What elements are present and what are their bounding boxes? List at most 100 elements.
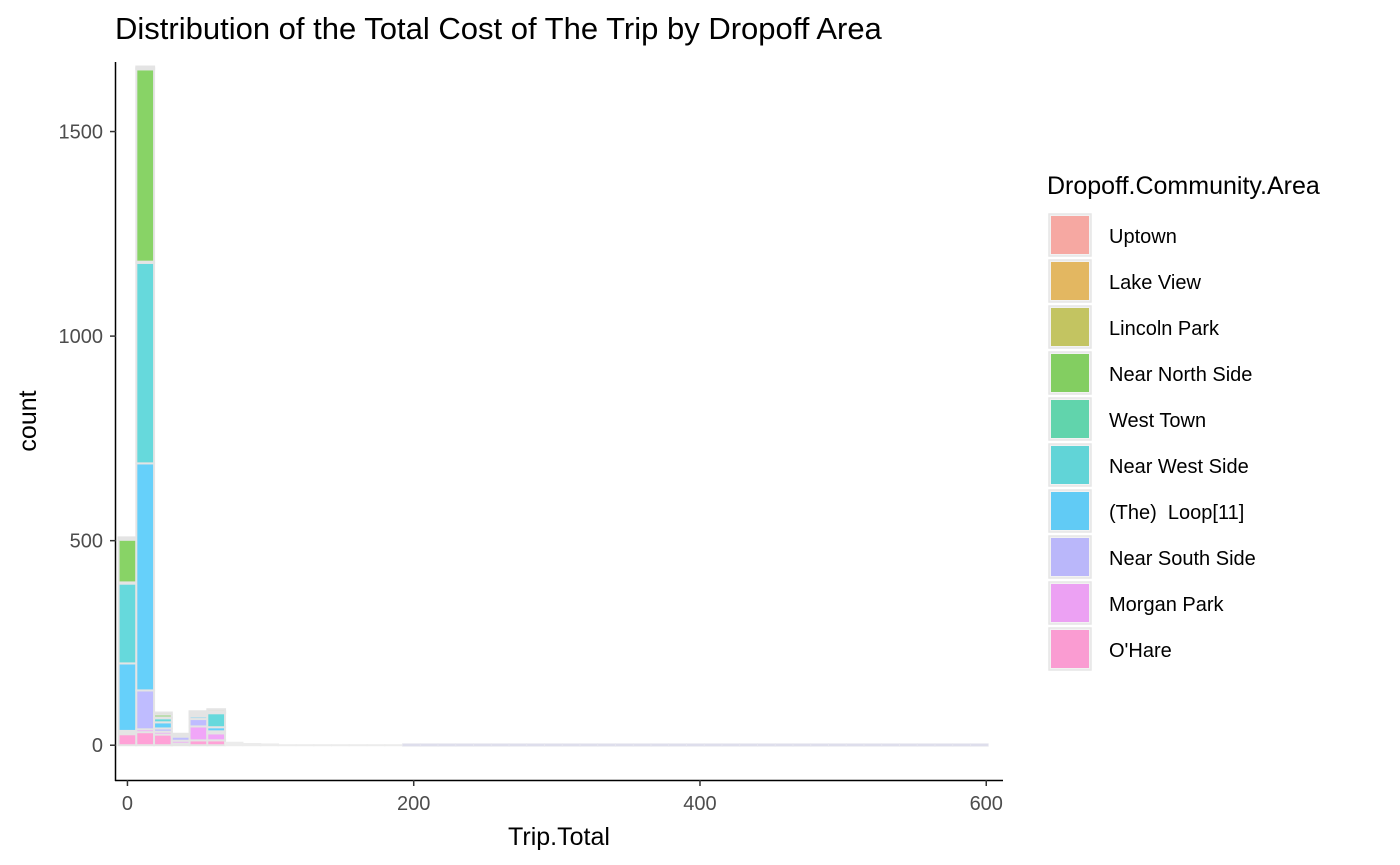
legend-label: Lincoln Park <box>1109 318 1220 340</box>
histogram-bar-segment <box>508 743 528 747</box>
x-tick-label: 600 <box>970 793 1003 815</box>
x-axis-ticks: 0 200 400 600 <box>122 780 1003 815</box>
y-tick-label: 1500 <box>59 122 104 144</box>
legend-label: Uptown <box>1109 226 1177 248</box>
histogram-bar-segment <box>437 743 457 747</box>
histogram-bar-segment <box>224 741 244 744</box>
histogram-bar-segment <box>117 536 138 540</box>
histogram-bar-segment <box>597 743 616 747</box>
y-tick-label: 1000 <box>59 326 104 348</box>
histogram-bar-segment <box>703 743 723 747</box>
x-tick-label: 0 <box>122 793 133 815</box>
histogram-bar-segment <box>881 743 900 747</box>
histogram-bar-segment <box>419 743 439 747</box>
legend-color-swatch <box>1051 308 1089 346</box>
legend-color-swatch <box>1051 446 1089 484</box>
bars-layer <box>117 65 989 747</box>
legend-label: (The) Loop[11] <box>1109 502 1244 524</box>
histogram-bar-segment <box>686 743 705 747</box>
histogram-bar-segment <box>135 689 156 731</box>
histogram-bar-segment <box>934 743 954 747</box>
y-tick-label: 0 <box>92 735 103 757</box>
histogram-bar-segment <box>170 732 191 736</box>
x-axis-title: Trip.Total <box>508 823 610 851</box>
histogram-bar-segment <box>828 743 847 747</box>
histogram-bar-segment <box>650 743 670 747</box>
histogram-bar-segment <box>313 744 333 747</box>
y-axis-ticks: 0 500 1000 1500 <box>59 122 116 757</box>
legend-color-swatch <box>1051 492 1089 530</box>
histogram-bar-segment <box>277 744 297 747</box>
histogram-bar-segment <box>792 743 812 747</box>
y-axis-title: count <box>14 390 42 451</box>
histogram-bar-segment <box>117 662 138 732</box>
chart-title: Distribution of the Total Cost of The Tr… <box>115 11 883 46</box>
histogram-bar-segment <box>473 743 492 747</box>
histogram-bar-segment <box>135 65 156 69</box>
histogram-bar-segment <box>188 718 209 728</box>
legend-color-swatch <box>1051 630 1089 668</box>
histogram-bar-segment <box>845 743 865 747</box>
legend-color-swatch <box>1051 584 1089 622</box>
legend-color-swatch <box>1051 538 1089 576</box>
x-tick-label: 400 <box>683 793 716 815</box>
histogram-bar-segment <box>242 742 262 745</box>
histogram-bar-segment <box>544 743 563 747</box>
histogram-bar-segment <box>117 733 138 747</box>
histogram-bar-segment <box>739 743 758 747</box>
histogram-bar-segment <box>668 743 687 747</box>
legend-items: Uptown Lake View Lincoln Park Near North Si… <box>1048 213 1256 671</box>
histogram-bar-segment <box>135 68 156 263</box>
legend-label: Morgan Park <box>1109 594 1224 616</box>
histogram-bar-segment <box>330 744 350 747</box>
histogram-bar-segment <box>721 743 741 747</box>
histogram-bar-segment <box>135 261 156 465</box>
histogram-bar-segment <box>295 744 315 747</box>
histogram-bar-segment <box>810 743 829 747</box>
histogram-bar-segment <box>206 711 227 729</box>
histogram-bar-segment <box>348 744 368 747</box>
histogram-bar-segment <box>384 744 404 747</box>
histogram-bar-segment <box>153 733 173 747</box>
legend-label: Near North Side <box>1109 364 1252 386</box>
histogram-bar-segment <box>899 743 918 747</box>
legend-label: Near West Side <box>1109 456 1249 478</box>
histogram-bar-segment <box>561 743 581 747</box>
histogram-bar-segment <box>135 462 156 692</box>
histogram-bar-segment <box>117 538 138 584</box>
y-tick-label: 500 <box>70 531 103 553</box>
histogram-bar-segment <box>206 708 227 713</box>
legend-color-swatch <box>1051 216 1089 254</box>
legend-color-swatch <box>1051 262 1089 300</box>
legend-color-swatch <box>1051 400 1089 438</box>
histogram-bar-segment <box>774 743 794 747</box>
legend: Dropoff.Community.Area Uptown Lake View Li… <box>1047 172 1320 671</box>
histogram-bar-segment <box>490 743 510 747</box>
histogram-bar-segment <box>188 725 209 742</box>
legend-color-swatch <box>1051 354 1089 392</box>
histogram-bar-segment <box>153 711 173 716</box>
histogram-bar-segment <box>259 743 279 746</box>
histogram-bar-segment <box>117 582 138 665</box>
histogram-bar-segment <box>916 743 936 747</box>
histogram-bar-segment <box>863 743 883 747</box>
legend-label: Lake View <box>1109 272 1201 294</box>
histogram-bar-segment <box>615 743 634 747</box>
histogram-bar-segment <box>402 743 421 747</box>
legend-title: Dropoff.Community.Area <box>1047 172 1320 200</box>
histogram-bar-segment <box>579 743 599 747</box>
histogram-bar-segment <box>970 743 989 747</box>
histogram-bar-segment <box>206 732 227 742</box>
legend-label: O'Hare <box>1109 640 1172 662</box>
histogram-bar-segment <box>526 743 545 747</box>
histogram-bar-segment <box>952 743 971 747</box>
histogram-bar-segment <box>757 743 776 747</box>
histogram-bar-segment <box>366 744 386 747</box>
histogram-bar-segment <box>455 743 474 747</box>
histogram-bar-segment <box>632 743 652 747</box>
histogram-bar-segment <box>135 731 156 747</box>
legend-label: Near South Side <box>1109 548 1256 570</box>
x-tick-label: 200 <box>397 793 430 815</box>
histogram-bar-segment <box>188 710 209 714</box>
